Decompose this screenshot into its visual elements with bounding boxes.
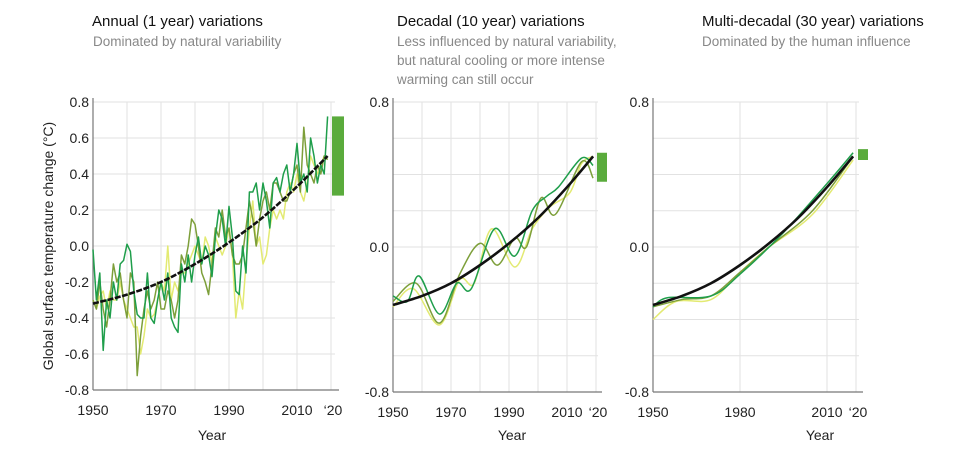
x-tick-label: 1970 [145, 402, 176, 418]
y-tick-label: -0.4 [65, 310, 89, 326]
y-tick-label: 0.4 [70, 166, 90, 182]
trend-line [392, 155, 595, 307]
panel-subtitle: Dominated by natural variability [93, 34, 282, 49]
dataset-line-3 [652, 152, 854, 308]
range-bar [858, 149, 868, 160]
x-tick-label: 1980 [724, 404, 755, 420]
x-tick-label: 1990 [213, 402, 244, 418]
panel-subtitle-line: warming can still occur [396, 72, 534, 87]
panel-title: Annual (1 year) variations [92, 13, 263, 30]
y-tick-label: -0.8 [65, 382, 89, 398]
range-bar [332, 116, 344, 196]
dataset-line-3 [92, 116, 329, 352]
y-tick-label: 0.8 [630, 94, 650, 110]
dataset-line-3 [392, 156, 594, 315]
x-tick-label: 1950 [637, 404, 668, 420]
panel-subtitle-line: Less influenced by natural variability, [397, 34, 617, 49]
y-tick-label: 0.0 [370, 239, 390, 255]
panel-title: Decadal (10 year) variations [397, 13, 585, 30]
panel-subtitle: Dominated by the human influence [702, 34, 911, 49]
dataset-line-2 [652, 155, 854, 308]
y-tick-label: -0.6 [65, 346, 89, 362]
panel-multi-decadal: Multi-decadal (30 year) variations Domin… [625, 13, 924, 443]
y-tick-label: -0.8 [625, 384, 649, 400]
y-tick-label: -0.8 [365, 384, 389, 400]
x-axis-label: Year [806, 427, 835, 443]
x-tick-label: 1990 [493, 404, 524, 420]
panel-decadal: Decadal (10 year) variations Less influe… [365, 13, 617, 443]
y-axis-label: Global surface temperature change (°C) [40, 122, 56, 370]
y-tick-label: -0.2 [65, 274, 89, 290]
trend-line [92, 155, 329, 305]
x-tick-label: 2010 [551, 404, 582, 420]
x-axis-label: Year [498, 427, 527, 443]
x-tick-label: ‘20 [324, 402, 343, 418]
x-tick-label: 1950 [377, 404, 408, 420]
x-tick-label: 2010 [811, 404, 842, 420]
x-tick-label: ‘20 [589, 404, 608, 420]
y-tick-label: 0.0 [630, 239, 650, 255]
trend-line [652, 155, 855, 307]
x-tick-label: ‘20 [849, 404, 868, 420]
y-tick-label: 0.8 [70, 94, 90, 110]
x-tick-label: 1970 [435, 404, 466, 420]
y-tick-label: 0.2 [70, 202, 90, 218]
y-tick-label: 0.6 [70, 130, 90, 146]
panel-title: Multi-decadal (30 year) variations [702, 13, 924, 30]
x-tick-label: 2010 [281, 402, 312, 418]
panel-annual: Annual (1 year) variations Dominated by … [65, 13, 344, 443]
x-tick-label: 1950 [77, 402, 108, 418]
panel-subtitle-line: but natural cooling or more intense [397, 53, 605, 68]
x-axis-label: Year [198, 427, 227, 443]
y-tick-label: 0.8 [370, 94, 390, 110]
dataset-line-2 [392, 159, 594, 324]
range-bar [597, 152, 607, 182]
y-tick-label: 0.0 [70, 238, 90, 254]
